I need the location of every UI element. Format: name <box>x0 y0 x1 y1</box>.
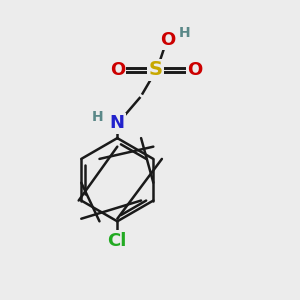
Text: Cl: Cl <box>108 232 127 250</box>
Text: H: H <box>178 26 190 40</box>
Text: N: N <box>110 114 125 132</box>
Text: H: H <box>92 110 104 124</box>
Text: O: O <box>110 61 125 79</box>
Text: O: O <box>160 31 176 49</box>
Text: O: O <box>187 61 202 79</box>
Text: S: S <box>149 60 163 79</box>
